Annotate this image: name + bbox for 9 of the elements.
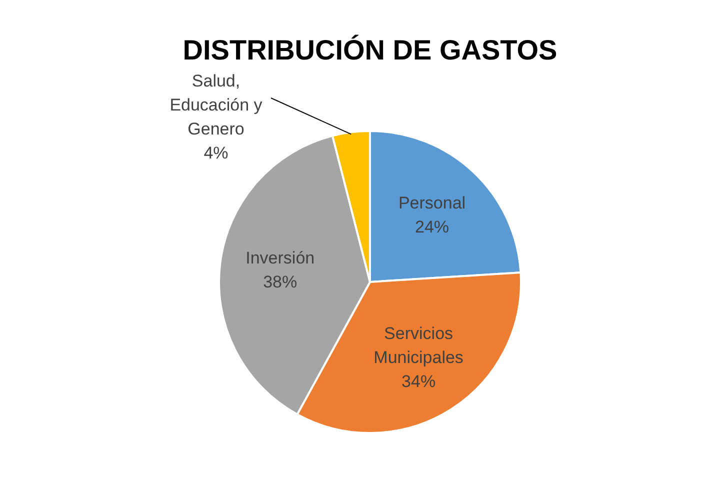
- data-label: 24%: [415, 218, 450, 237]
- data-label: 34%: [402, 372, 436, 392]
- slice-label: Servicios Municipales: [374, 324, 464, 368]
- slice-label: Personal: [398, 194, 466, 213]
- data-label: 38%: [263, 272, 298, 292]
- data-label: 4%: [204, 144, 228, 163]
- slice-label: Inversión: [246, 248, 315, 268]
- chart-title: DISTRIBUCIÓN DE GASTOS: [182, 34, 558, 66]
- slice-label: Salud, Educación y Genero: [170, 72, 263, 139]
